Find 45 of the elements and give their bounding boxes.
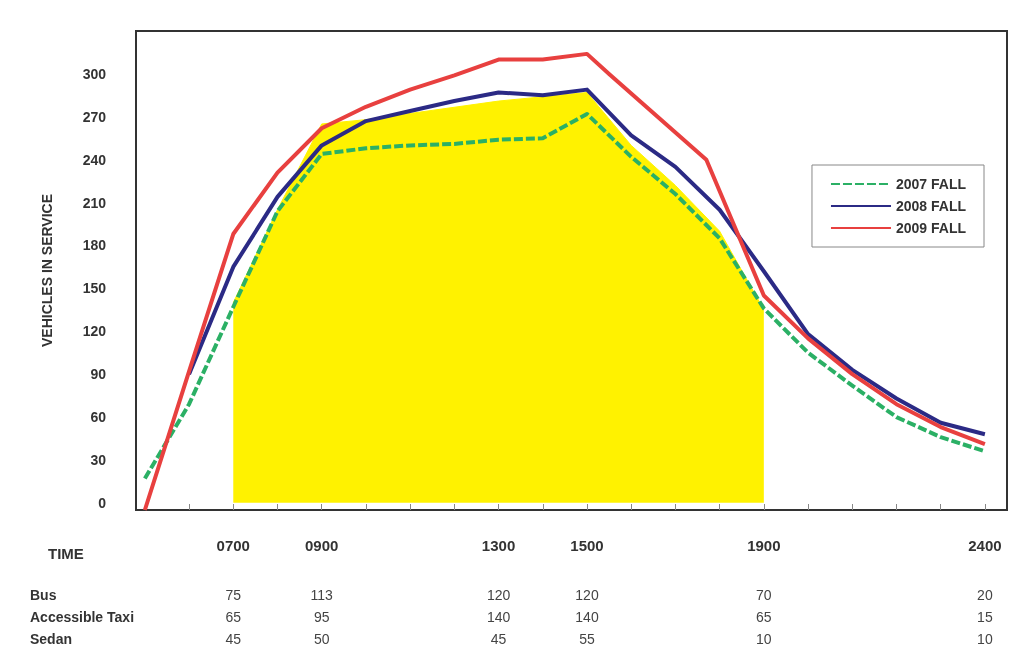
text: Bus — [30, 587, 57, 603]
text: 95 — [313, 609, 330, 625]
x-tick-label: 0700 — [216, 537, 250, 554]
text: 10 — [977, 631, 993, 647]
x-tick-label: 1500 — [570, 537, 604, 554]
text: 120 — [575, 587, 599, 603]
text: 70 — [756, 587, 772, 603]
text: Accessible Taxi — [30, 609, 135, 625]
x-tick-label: 1300 — [481, 537, 516, 554]
text: 120 — [486, 587, 511, 603]
y-tick-label: 0 — [98, 494, 107, 511]
text: 65 — [756, 609, 772, 625]
legend-label: 2007 FALL — [895, 176, 967, 192]
text: 140 — [486, 609, 511, 625]
text: 15 — [977, 609, 993, 625]
text: 45 — [225, 631, 242, 647]
x-tick-label: 1900 — [747, 537, 781, 554]
y-tick-label: 210 — [82, 194, 107, 211]
text: Sedan — [30, 631, 73, 647]
x-tick-label: 0900 — [305, 537, 339, 554]
y-tick-label: 60 — [90, 409, 107, 426]
y-tick-label: 180 — [82, 237, 107, 254]
text: 75 — [225, 587, 242, 603]
x-axis-title: TIME — [48, 545, 84, 562]
text: 10 — [756, 631, 772, 647]
legend-label: 2009 FALL — [895, 220, 967, 236]
y-tick-label: 240 — [82, 151, 107, 168]
text: 113 — [310, 587, 334, 603]
y-tick-label: 270 — [82, 108, 107, 125]
text: 140 — [575, 609, 599, 625]
y-tick-label: 120 — [82, 323, 107, 340]
y-tick-label: 300 — [82, 65, 107, 82]
text: 55 — [579, 631, 595, 647]
legend-label: 2008 FALL — [895, 198, 967, 214]
y-tick-label: 30 — [90, 451, 107, 468]
line-series — [142, 51, 987, 512]
line-series — [187, 87, 987, 437]
x-tick-label: 2400 — [968, 537, 1002, 554]
y-tick-label: 150 — [82, 280, 107, 297]
text: 20 — [977, 587, 993, 603]
text: 45 — [490, 631, 507, 647]
text: 50 — [313, 631, 330, 647]
y-axis-title: VEHICLES IN SERVICE — [39, 193, 55, 348]
text: 65 — [225, 609, 242, 625]
y-tick-label: 90 — [90, 366, 107, 383]
